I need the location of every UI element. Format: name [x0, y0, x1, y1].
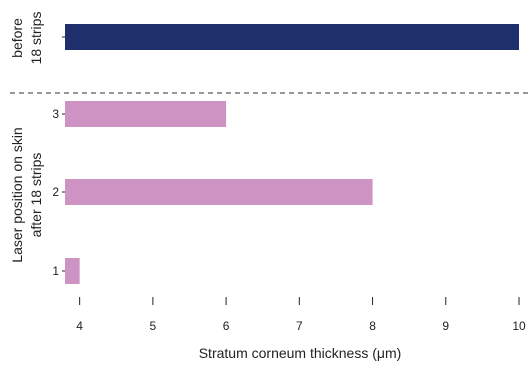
x-axis-ticks: 4 5 6 7 8 9 10 — [76, 297, 526, 333]
x-tick-label-6: 6 — [223, 319, 230, 333]
before-group-label-line-1: before — [9, 18, 25, 58]
bar-2 — [65, 179, 373, 205]
before-group-label-line-2: 18 strips — [28, 12, 44, 65]
x-tick-label-9: 9 — [442, 319, 449, 333]
bars: 3 2 1 — [52, 24, 519, 284]
bar-3 — [65, 101, 227, 127]
x-tick-label-8: 8 — [369, 319, 376, 333]
bar-1 — [65, 258, 80, 284]
x-axis-label: Stratum corneum thickness (μm) — [199, 345, 402, 361]
y-tick-label-3: 3 — [52, 107, 59, 121]
x-tick-label-4: 4 — [76, 319, 83, 333]
after-group-label-line-2: after 18 strips — [28, 153, 44, 238]
y-tick-label-2: 2 — [52, 185, 59, 199]
y-tick-label-1: 1 — [52, 264, 59, 278]
x-tick-label-7: 7 — [296, 319, 303, 333]
x-tick-label-5: 5 — [150, 319, 157, 333]
after-group-label-line-1: Laser position on skin — [9, 127, 25, 262]
bar-before — [65, 24, 519, 50]
x-tick-label-10: 10 — [512, 319, 526, 333]
